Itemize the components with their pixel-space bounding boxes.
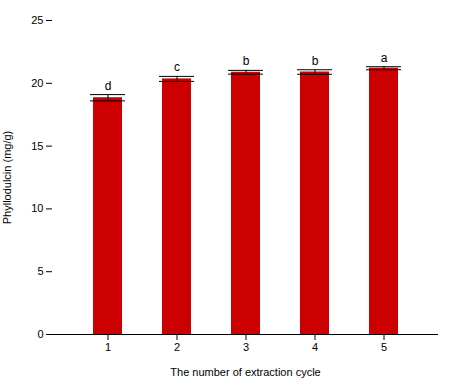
svg-text:The number of extraction cycle: The number of extraction cycle xyxy=(170,366,320,378)
svg-text:5: 5 xyxy=(37,265,43,277)
svg-text:5: 5 xyxy=(381,341,387,353)
svg-text:10: 10 xyxy=(31,202,43,214)
svg-text:b: b xyxy=(312,54,319,68)
svg-text:Phyllodulcin (mg/g): Phyllodulcin (mg/g) xyxy=(1,131,13,225)
svg-text:20: 20 xyxy=(31,77,43,89)
svg-text:b: b xyxy=(243,54,250,68)
svg-text:d: d xyxy=(105,79,112,93)
svg-text:c: c xyxy=(174,60,180,74)
svg-text:1: 1 xyxy=(105,341,111,353)
svg-text:15: 15 xyxy=(31,140,43,152)
svg-text:25: 25 xyxy=(31,14,43,26)
svg-text:2: 2 xyxy=(174,341,180,353)
svg-text:0: 0 xyxy=(37,328,43,340)
svg-text:4: 4 xyxy=(312,341,318,353)
svg-text:a: a xyxy=(381,51,388,65)
svg-text:3: 3 xyxy=(243,341,249,353)
